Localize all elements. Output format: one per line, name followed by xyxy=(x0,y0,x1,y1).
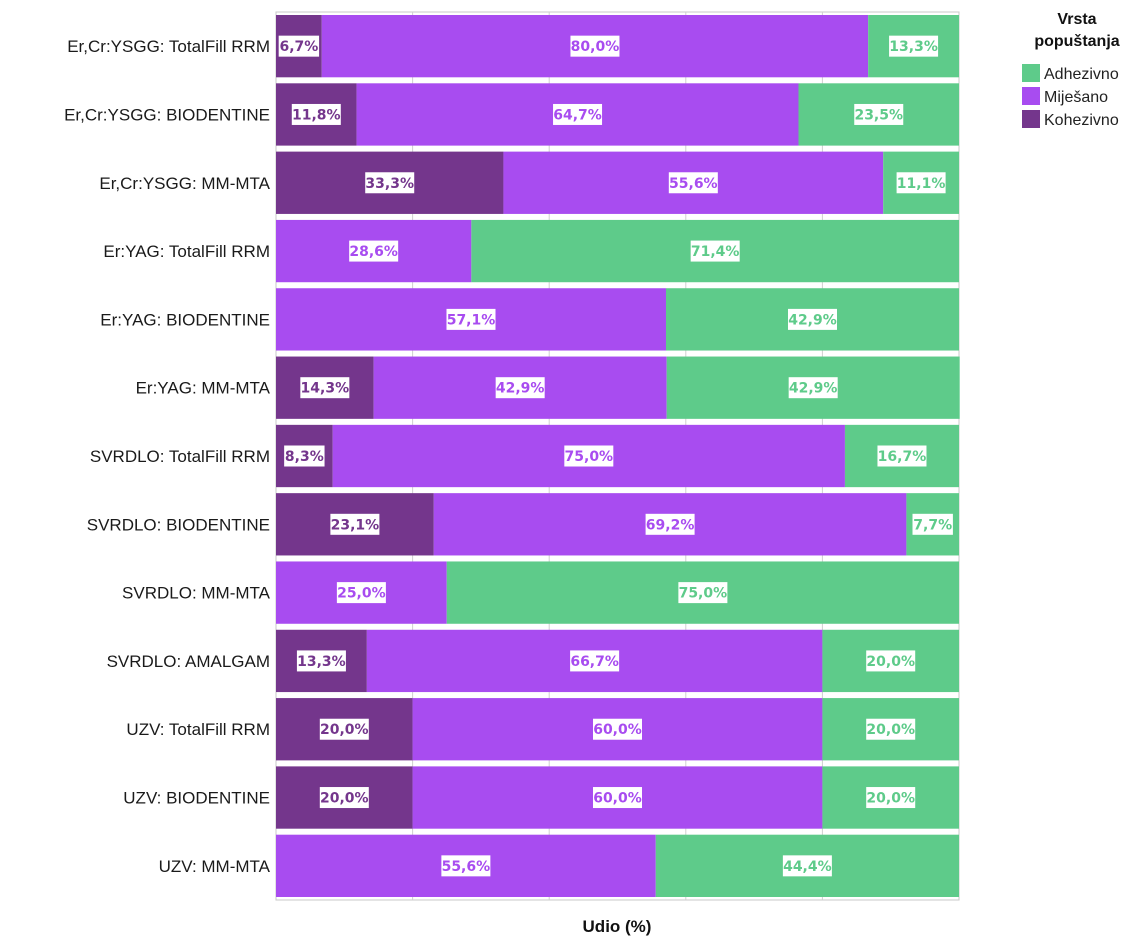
data-label: 20,0% xyxy=(320,722,369,738)
legend-swatch xyxy=(1022,64,1040,82)
data-label-box xyxy=(278,35,320,57)
data-label-box xyxy=(319,718,369,740)
data-label-box xyxy=(441,855,491,877)
data-label: 42,9% xyxy=(788,312,837,328)
category-label: Er,Cr:YSGG: MM-MTA xyxy=(99,174,270,193)
data-label-box xyxy=(866,650,916,672)
category-label: SVRDLO: TotalFill RRM xyxy=(90,447,270,466)
legend-title-line-1: Vrsta xyxy=(1057,11,1096,28)
category-label: Er,Cr:YSGG: TotalFill RRM xyxy=(67,37,270,56)
data-label-box xyxy=(564,445,614,467)
data-label-box xyxy=(854,103,904,125)
data-label-box xyxy=(787,308,837,330)
legend-title-line-2: popuštanja xyxy=(1034,33,1119,50)
data-label: 23,5% xyxy=(854,107,903,123)
data-label-box xyxy=(788,377,838,399)
data-label: 33,3% xyxy=(365,176,414,192)
data-label: 55,6% xyxy=(669,176,718,192)
data-label-box xyxy=(593,787,642,809)
data-label: 66,7% xyxy=(570,654,619,670)
data-label: 69,2% xyxy=(646,517,695,533)
data-label-box xyxy=(889,35,939,57)
data-label: 16,7% xyxy=(878,449,927,465)
data-label: 57,1% xyxy=(447,312,496,328)
data-label: 20,0% xyxy=(866,654,915,670)
data-label: 75,0% xyxy=(565,449,614,465)
data-label: 20,0% xyxy=(320,791,369,807)
category-label: UZV: MM-MTA xyxy=(159,857,271,876)
data-label-box xyxy=(877,445,927,467)
data-label: 60,0% xyxy=(593,722,642,738)
data-label-box xyxy=(866,718,916,740)
data-label-box xyxy=(495,377,545,399)
category-labels: Er,Cr:YSGG: TotalFill RRM Er,Cr:YSGG: BIO… xyxy=(64,37,271,876)
data-label-box xyxy=(678,582,728,604)
legend-entry: Miješano xyxy=(1044,89,1108,106)
category-label: SVRDLO: MM-MTA xyxy=(122,584,271,603)
data-label-box xyxy=(896,172,946,194)
legend-swatch xyxy=(1022,110,1040,128)
category-label: Er,Cr:YSGG: BIODENTINE xyxy=(64,105,270,124)
data-label: 14,3% xyxy=(301,381,350,397)
data-label-box xyxy=(668,172,718,194)
legend-swatch xyxy=(1022,87,1040,105)
data-label: 42,9% xyxy=(496,381,545,397)
category-label: UZV: TotalFill RRM xyxy=(126,720,270,739)
data-label-box xyxy=(570,35,620,57)
data-label-box xyxy=(365,172,415,194)
data-label: 60,0% xyxy=(593,791,642,807)
data-label-box xyxy=(284,445,325,467)
bars: 6,7% 80,0% 13,3% 11,8% 64,7% 23,5% 33,3% 55,6% 1… xyxy=(276,15,960,897)
x-axis-label: Udio (%) xyxy=(583,917,652,936)
data-label: 80,0% xyxy=(571,39,620,55)
category-label: Er:YAG: BIODENTINE xyxy=(100,310,270,329)
data-label-box xyxy=(446,308,496,330)
data-label: 25,0% xyxy=(337,586,386,602)
data-label: 13,3% xyxy=(889,39,938,55)
category-label: SVRDLO: AMALGAM xyxy=(107,652,270,671)
data-label-box xyxy=(593,718,642,740)
data-label: 42,9% xyxy=(789,381,838,397)
category-label: Er:YAG: MM-MTA xyxy=(136,379,271,398)
data-label: 71,4% xyxy=(691,244,740,260)
legend-entry: Kohezivno xyxy=(1044,112,1119,129)
data-label: 75,0% xyxy=(679,586,728,602)
data-label-box xyxy=(645,513,695,535)
data-label-box xyxy=(690,240,740,262)
category-label: Er:YAG: TotalFill RRM xyxy=(103,242,270,261)
data-label: 23,1% xyxy=(331,517,380,533)
data-label: 13,3% xyxy=(297,654,346,670)
data-label-box xyxy=(553,103,603,125)
data-label-box xyxy=(349,240,399,262)
data-label: 20,0% xyxy=(866,791,915,807)
data-label-box xyxy=(330,513,380,535)
data-label-box xyxy=(296,650,346,672)
data-label: 20,0% xyxy=(866,722,915,738)
data-label-box xyxy=(319,787,369,809)
data-label: 28,6% xyxy=(349,244,398,260)
data-label-box xyxy=(336,582,386,604)
data-label: 8,3% xyxy=(285,449,324,465)
data-label: 11,1% xyxy=(897,176,946,192)
data-label: 7,7% xyxy=(913,517,952,533)
data-label-box xyxy=(866,787,916,809)
legend-entry: Adhezivno xyxy=(1044,66,1119,83)
category-label: SVRDLO: BIODENTINE xyxy=(87,515,270,534)
data-label-box xyxy=(291,103,341,125)
legend: Vrsta popuštanja Adhezivno Miješano Kohezi… xyxy=(1022,11,1120,129)
data-label-box xyxy=(300,377,350,399)
data-label-box xyxy=(570,650,620,672)
data-label: 55,6% xyxy=(442,859,491,875)
category-label: UZV: BIODENTINE xyxy=(123,789,270,808)
data-label: 6,7% xyxy=(279,39,318,55)
data-label-box xyxy=(782,855,832,877)
data-label: 11,8% xyxy=(292,107,341,123)
data-label-box xyxy=(912,513,953,535)
data-label: 64,7% xyxy=(553,107,602,123)
data-label: 44,4% xyxy=(783,859,832,875)
